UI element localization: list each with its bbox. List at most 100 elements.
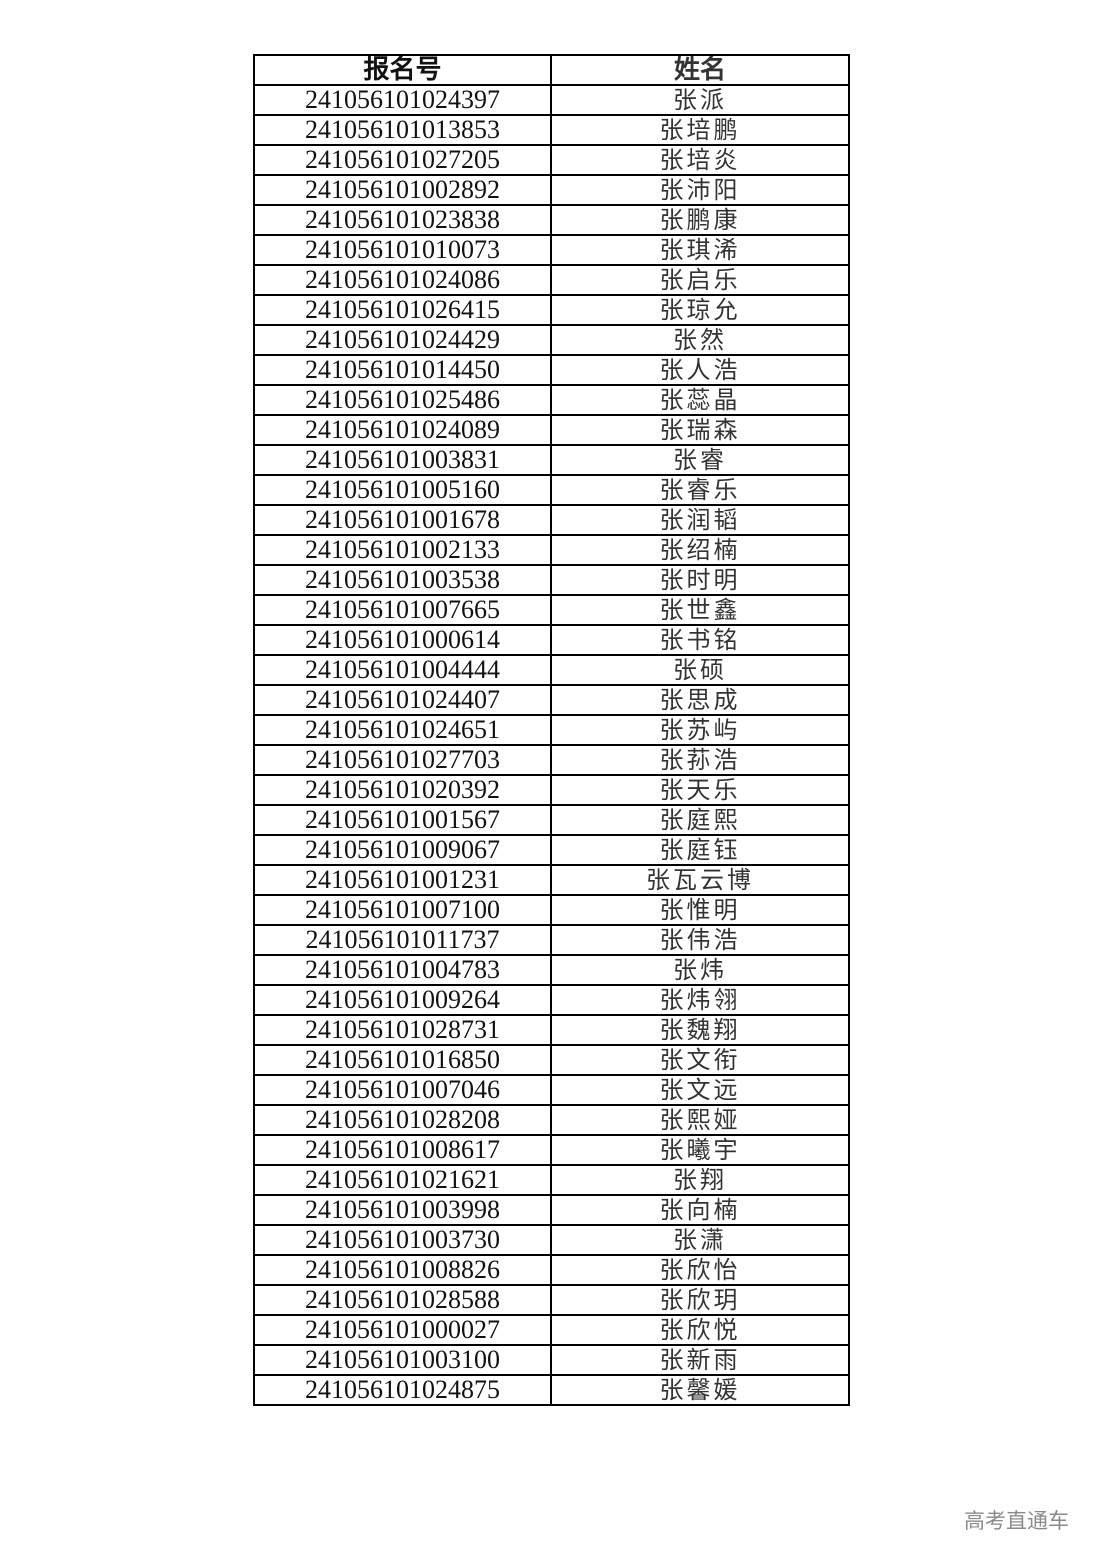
name-cell: 张惟明 — [550, 894, 850, 926]
registration-number-cell: 241056101002892 — [253, 174, 552, 206]
registration-number-cell: 241056101027703 — [253, 744, 552, 776]
header-name: 姓名 — [550, 54, 850, 86]
table-row: 241056101003100 张新雨 — [253, 1344, 850, 1376]
registration-number-cell: 241056101003831 — [253, 444, 552, 476]
table-row: 241056101003998 张向楠 — [253, 1194, 850, 1226]
registration-number-cell: 241056101008826 — [253, 1254, 552, 1286]
name-cell: 张欣悦 — [550, 1314, 850, 1346]
table-row: 241056101024397 张派 — [253, 84, 850, 116]
table-row: 241056101028731 张魏翔 — [253, 1014, 850, 1046]
registration-number-cell: 241056101003538 — [253, 564, 552, 596]
registration-number-cell: 241056101024875 — [253, 1374, 552, 1406]
table-row: 241056101001231 张瓦云博 — [253, 864, 850, 896]
table-row: 241056101023838 张鹏康 — [253, 204, 850, 236]
table-row: 241056101028208 张熙娅 — [253, 1104, 850, 1136]
table-header-row: 报名号 姓名 — [253, 54, 850, 86]
table-row: 241056101007665 张世鑫 — [253, 594, 850, 626]
registration-number-cell: 241056101001567 — [253, 804, 552, 836]
name-cell: 张炜 — [550, 954, 850, 986]
name-cell: 张向楠 — [550, 1194, 850, 1226]
name-cell: 张炜翎 — [550, 984, 850, 1016]
name-cell: 张派 — [550, 84, 850, 116]
registration-number-cell: 241056101013853 — [253, 114, 552, 146]
name-cell: 张绍楠 — [550, 534, 850, 566]
name-cell: 张睿乐 — [550, 474, 850, 506]
name-cell: 张睿 — [550, 444, 850, 476]
table-row: 241056101027703 张荪浩 — [253, 744, 850, 776]
table-row: 241056101010073 张琪浠 — [253, 234, 850, 266]
table-row: 241056101001567 张庭熙 — [253, 804, 850, 836]
registration-number-cell: 241056101028208 — [253, 1104, 552, 1136]
table-row: 241056101008826 张欣怡 — [253, 1254, 850, 1286]
registration-number-cell: 241056101009067 — [253, 834, 552, 866]
registration-number-cell: 241056101009264 — [253, 984, 552, 1016]
name-cell: 张思成 — [550, 684, 850, 716]
table-row: 241056101000027 张欣悦 — [253, 1314, 850, 1346]
table-row: 241056101011737 张伟浩 — [253, 924, 850, 956]
table-row: 241056101009264 张炜翎 — [253, 984, 850, 1016]
registration-number-cell: 241056101011737 — [253, 924, 552, 956]
registration-number-cell: 241056101028588 — [253, 1284, 552, 1316]
registration-number-cell: 241056101003100 — [253, 1344, 552, 1376]
name-cell: 张硕 — [550, 654, 850, 686]
watermark-text: 高考直通车 — [964, 1509, 1069, 1533]
table-row: 241056101005160 张睿乐 — [253, 474, 850, 506]
name-cell: 张瑞森 — [550, 414, 850, 446]
name-cell: 张熙娅 — [550, 1104, 850, 1136]
registration-number-cell: 241056101025486 — [253, 384, 552, 416]
registration-number-cell: 241056101021621 — [253, 1164, 552, 1196]
name-cell: 张欣玥 — [550, 1284, 850, 1316]
registration-number-cell: 241056101026415 — [253, 294, 552, 326]
table-row: 241056101016850 张文衔 — [253, 1044, 850, 1076]
name-cell: 张潇 — [550, 1224, 850, 1256]
registration-number-cell: 241056101020392 — [253, 774, 552, 806]
table-row: 241056101004783 张炜 — [253, 954, 850, 986]
registration-number-cell: 241056101003998 — [253, 1194, 552, 1226]
registration-number-cell: 241056101024397 — [253, 84, 552, 116]
registration-number-cell: 241056101007665 — [253, 594, 552, 626]
registration-number-cell: 241056101001678 — [253, 504, 552, 536]
table-row: 241056101024429 张然 — [253, 324, 850, 356]
table-row: 241056101020392 张天乐 — [253, 774, 850, 806]
registration-number-cell: 241056101014450 — [253, 354, 552, 386]
header-registration-number: 报名号 — [253, 54, 552, 86]
name-cell: 张欣怡 — [550, 1254, 850, 1286]
name-cell: 张天乐 — [550, 774, 850, 806]
name-cell: 张润韬 — [550, 504, 850, 536]
table-body: 241056101024397 张派 241056101013853 张培鹏 24105… — [253, 84, 850, 1406]
name-cell: 张启乐 — [550, 264, 850, 296]
name-cell: 张翔 — [550, 1164, 850, 1196]
name-cell: 张琼允 — [550, 294, 850, 326]
registration-number-cell: 241056101008617 — [253, 1134, 552, 1166]
name-cell: 张琪浠 — [550, 234, 850, 266]
registration-number-cell: 241056101027205 — [253, 144, 552, 176]
registration-number-cell: 241056101005160 — [253, 474, 552, 506]
name-cell: 张曦宇 — [550, 1134, 850, 1166]
name-cell: 张伟浩 — [550, 924, 850, 956]
registration-number-cell: 241056101007100 — [253, 894, 552, 926]
name-cell: 张蕊晶 — [550, 384, 850, 416]
registration-number-cell: 241056101007046 — [253, 1074, 552, 1106]
name-cell: 张魏翔 — [550, 1014, 850, 1046]
table-row: 241056101007100 张惟明 — [253, 894, 850, 926]
candidate-table: 报名号 姓名 241056101024397 张派 241056101013853 张… — [253, 54, 850, 1406]
table-row: 241056101024089 张瑞森 — [253, 414, 850, 446]
table-row: 241056101027205 张培炎 — [253, 144, 850, 176]
table-row: 241056101024407 张思成 — [253, 684, 850, 716]
table-row: 241056101002133 张绍楠 — [253, 534, 850, 566]
registration-number-cell: 241056101016850 — [253, 1044, 552, 1076]
table-row: 241056101008617 张曦宇 — [253, 1134, 850, 1166]
table-row: 241056101024651 张苏屿 — [253, 714, 850, 746]
name-cell: 张馨媛 — [550, 1374, 850, 1406]
registration-number-cell: 241056101023838 — [253, 204, 552, 236]
name-cell: 张新雨 — [550, 1344, 850, 1376]
name-cell: 张荪浩 — [550, 744, 850, 776]
table-row: 241056101003730 张潇 — [253, 1224, 850, 1256]
registration-number-cell: 241056101024651 — [253, 714, 552, 746]
table-row: 241056101001678 张润韬 — [253, 504, 850, 536]
registration-number-cell: 241056101024429 — [253, 324, 552, 356]
name-cell: 张人浩 — [550, 354, 850, 386]
name-cell: 张庭钰 — [550, 834, 850, 866]
registration-number-cell: 241056101010073 — [253, 234, 552, 266]
registration-number-cell: 241056101002133 — [253, 534, 552, 566]
